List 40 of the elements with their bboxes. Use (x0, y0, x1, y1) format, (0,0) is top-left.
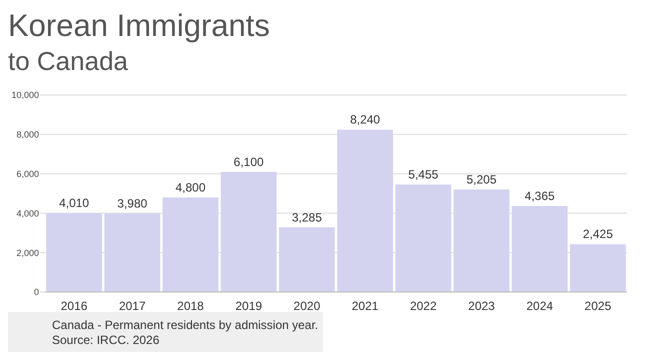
data-label: 5,455 (408, 168, 439, 182)
y-tick-label: 2,000 (16, 248, 39, 258)
x-tick-label: 2021 (352, 299, 379, 313)
data-label: 2,425 (582, 227, 614, 242)
x-tick-label: 2018 (177, 299, 204, 313)
data-label: 8,240 (350, 112, 380, 127)
bar (220, 172, 277, 292)
y-tick-label: 0 (34, 287, 39, 298)
bar (162, 197, 218, 292)
data-label: 3,285 (292, 210, 322, 224)
bar (512, 206, 568, 292)
data-label: 3,980 (117, 196, 148, 211)
y-tick-label: 8,000 (16, 130, 39, 140)
y-tick-label: 6,000 (16, 168, 39, 179)
chart-title: Korean Immigrants (8, 8, 270, 43)
data-label: 5,205 (466, 172, 497, 186)
chart-subtitle: to Canada (8, 46, 129, 76)
data-label: 4,010 (59, 196, 90, 210)
y-tick-label: 4,000 (16, 208, 39, 218)
bar (104, 214, 160, 292)
bar (46, 213, 102, 292)
bar (337, 130, 394, 292)
x-tick-label: 2020 (294, 299, 321, 313)
x-tick-label: 2022 (410, 299, 437, 313)
text: Canada - Permanent residents by admission year. (52, 318, 318, 332)
y-tick-label: 10,000 (11, 90, 39, 100)
x-tick-label: 2019 (235, 299, 262, 313)
bar (278, 227, 335, 292)
bar (395, 184, 452, 292)
data-label: 6,100 (234, 154, 264, 169)
x-tick-label: 2024 (526, 299, 554, 313)
bar (454, 189, 510, 292)
data-label: 4,800 (175, 180, 206, 194)
data-label: 4,365 (524, 189, 556, 204)
bar (570, 244, 626, 292)
x-tick-label: 2023 (468, 299, 496, 313)
x-tick-label: 2016 (60, 299, 88, 313)
x-tick-label: 2025 (584, 299, 612, 313)
x-tick-label: 2017 (118, 299, 146, 313)
source-note: Source: IRCC. 2026 (52, 333, 160, 347)
